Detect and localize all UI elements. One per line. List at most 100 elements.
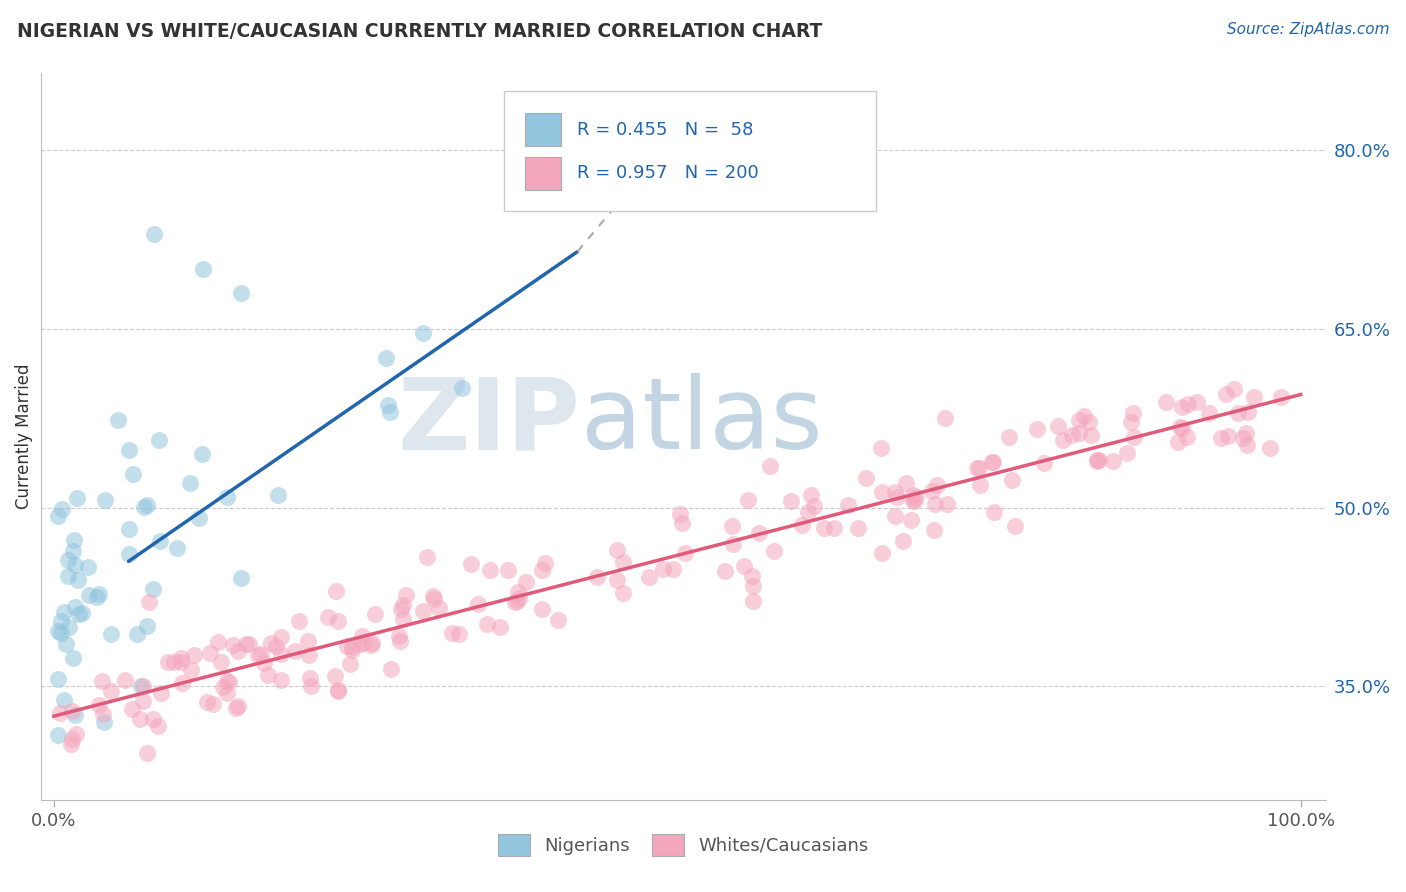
Point bbox=[733, 559, 755, 574]
Point bbox=[515, 574, 537, 589]
Point bbox=[49, 614, 72, 628]
Point bbox=[114, 673, 136, 688]
Point bbox=[56, 569, 79, 583]
Point bbox=[496, 563, 519, 577]
Point bbox=[46, 624, 69, 638]
Point bbox=[374, 351, 396, 366]
Point bbox=[100, 684, 122, 698]
Point bbox=[508, 591, 530, 605]
Point bbox=[218, 675, 240, 690]
Point bbox=[257, 668, 280, 682]
Point bbox=[378, 405, 401, 419]
Point bbox=[336, 640, 359, 654]
Point bbox=[1198, 406, 1220, 420]
Point bbox=[325, 584, 347, 599]
Point bbox=[1177, 396, 1199, 410]
Point bbox=[121, 467, 143, 481]
Point bbox=[503, 595, 526, 609]
Point bbox=[848, 521, 870, 535]
Point bbox=[52, 693, 75, 707]
Point bbox=[1175, 430, 1198, 444]
Point bbox=[118, 442, 141, 457]
Point bbox=[925, 477, 948, 491]
Point bbox=[287, 615, 309, 629]
Point bbox=[58, 553, 80, 567]
Legend: Nigerians, Whites/Caucasians: Nigerians, Whites/Caucasians bbox=[491, 827, 876, 863]
Point bbox=[231, 571, 253, 585]
Point bbox=[62, 544, 84, 558]
Point bbox=[380, 662, 402, 676]
Point bbox=[299, 679, 322, 693]
Point bbox=[797, 505, 820, 519]
Point bbox=[395, 588, 418, 602]
Point bbox=[1226, 406, 1249, 420]
Point bbox=[1080, 427, 1102, 442]
Point bbox=[870, 546, 893, 560]
Point bbox=[803, 500, 825, 514]
Point bbox=[1170, 421, 1192, 435]
Point bbox=[1001, 474, 1024, 488]
Point bbox=[1004, 519, 1026, 533]
Point bbox=[65, 558, 87, 573]
Point bbox=[260, 636, 283, 650]
Point bbox=[298, 648, 321, 662]
Point bbox=[170, 655, 193, 669]
Point bbox=[166, 541, 188, 555]
Point bbox=[924, 497, 946, 511]
Point bbox=[737, 492, 759, 507]
Point bbox=[136, 618, 159, 632]
Point bbox=[129, 712, 152, 726]
Point bbox=[222, 638, 245, 652]
Point bbox=[117, 547, 139, 561]
Point bbox=[901, 492, 924, 507]
Point bbox=[891, 533, 914, 548]
Point bbox=[299, 671, 322, 685]
Point bbox=[1234, 426, 1257, 441]
Point bbox=[1121, 416, 1143, 430]
Text: NIGERIAN VS WHITE/CAUCASIAN CURRENTLY MARRIED CORRELATION CHART: NIGERIAN VS WHITE/CAUCASIAN CURRENTLY MA… bbox=[17, 22, 823, 41]
Point bbox=[894, 476, 917, 491]
Point bbox=[72, 606, 94, 620]
FancyBboxPatch shape bbox=[526, 113, 561, 146]
Point bbox=[66, 573, 89, 587]
Point bbox=[1236, 438, 1258, 452]
Y-axis label: Currently Married: Currently Married bbox=[15, 364, 32, 509]
Point bbox=[46, 508, 69, 523]
Point bbox=[107, 413, 129, 427]
Point bbox=[63, 707, 86, 722]
Point bbox=[138, 595, 160, 609]
Point bbox=[316, 610, 339, 624]
Point bbox=[65, 727, 87, 741]
Point bbox=[662, 561, 685, 575]
Point bbox=[921, 483, 943, 498]
Point bbox=[904, 490, 927, 504]
Point bbox=[360, 638, 382, 652]
Text: ZIP: ZIP bbox=[398, 373, 581, 470]
Point bbox=[90, 673, 112, 688]
Point bbox=[997, 429, 1019, 443]
Point bbox=[1215, 387, 1237, 401]
Point bbox=[377, 398, 399, 412]
Point bbox=[340, 640, 363, 655]
Point bbox=[741, 569, 763, 583]
Point bbox=[447, 627, 470, 641]
Point bbox=[193, 262, 215, 277]
Point bbox=[1170, 420, 1192, 434]
Point bbox=[423, 591, 446, 606]
Point bbox=[1187, 394, 1209, 409]
Point bbox=[1033, 456, 1056, 470]
Point bbox=[935, 496, 957, 510]
Point bbox=[506, 594, 529, 608]
Point bbox=[187, 511, 209, 525]
Point bbox=[1123, 430, 1146, 444]
Point bbox=[638, 569, 661, 583]
Point bbox=[1270, 390, 1292, 404]
Point bbox=[884, 484, 907, 499]
Point bbox=[800, 488, 823, 502]
Point bbox=[270, 673, 292, 687]
Point bbox=[86, 590, 108, 604]
Point bbox=[170, 651, 193, 665]
Point bbox=[1047, 419, 1070, 434]
Text: Source: ZipAtlas.com: Source: ZipAtlas.com bbox=[1226, 22, 1389, 37]
Point bbox=[924, 523, 946, 537]
